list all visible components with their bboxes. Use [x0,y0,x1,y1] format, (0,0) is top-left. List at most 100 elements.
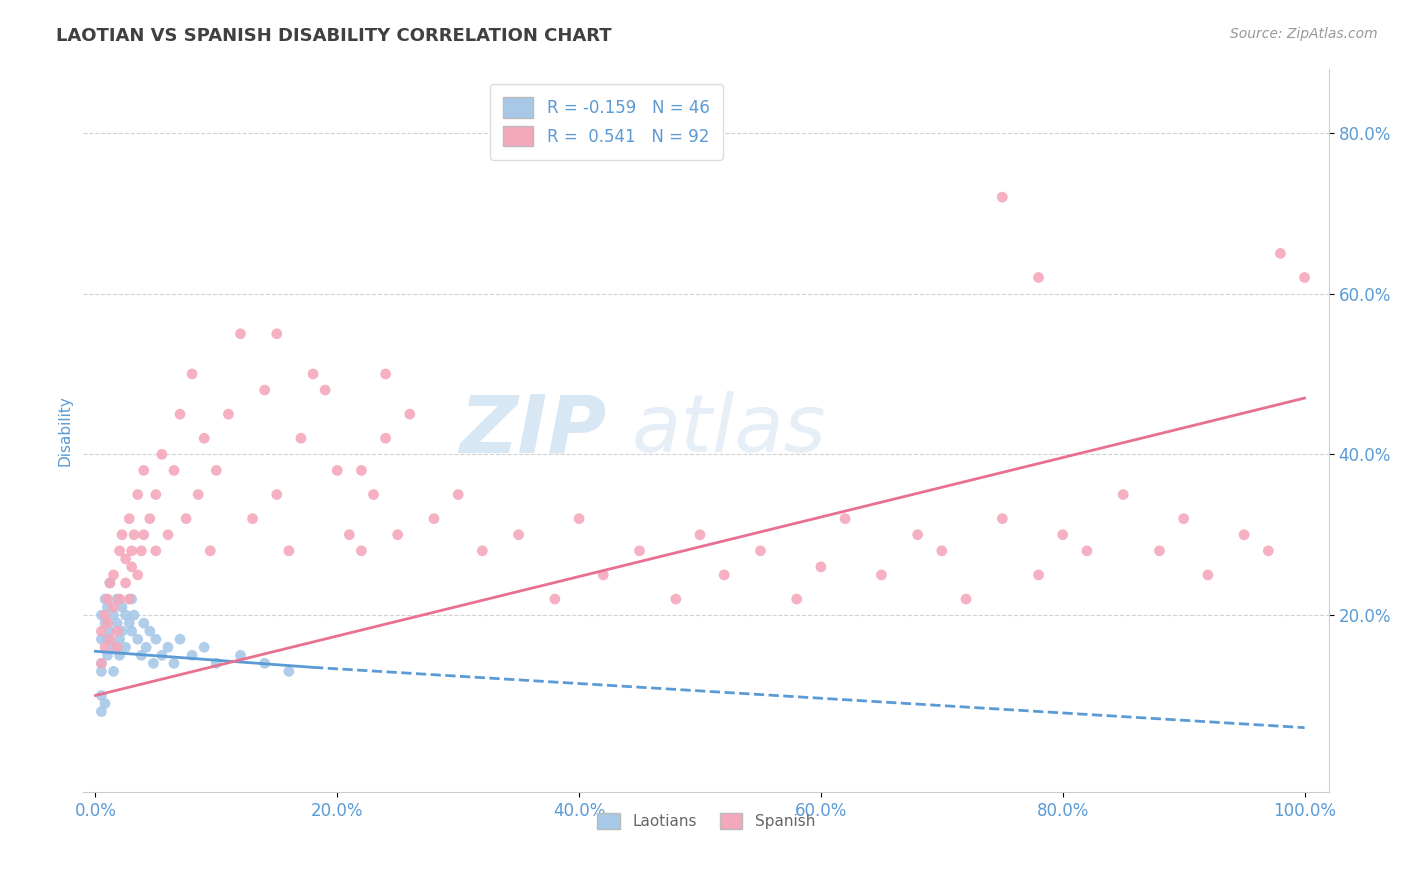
Point [122,527,145,541]
Point [181,367,204,381]
Point [991,190,1014,204]
Point [1052,527,1074,541]
Point [156,640,179,655]
Point [108,592,131,607]
Point [118,511,141,525]
Point [139,511,162,525]
Point [217,407,239,421]
Point [374,431,396,445]
Point [229,648,252,663]
Point [94,640,117,655]
Point [127,632,149,647]
Point [350,463,373,477]
Point [103,600,125,615]
Point [121,592,143,607]
Point [834,511,856,525]
Point [90,624,112,639]
Point [111,527,134,541]
Point [96,616,118,631]
Point [94,592,117,607]
Point [121,624,143,639]
Point [90,705,112,719]
Point [156,527,179,541]
Point [90,665,112,679]
Y-axis label: Disability: Disability [58,395,72,466]
Point [277,544,299,558]
Point [1028,270,1050,285]
Point [94,608,117,623]
Point [108,632,131,647]
Point [94,697,117,711]
Point [907,527,929,541]
Point [169,407,191,421]
Point [810,560,832,574]
Point [205,463,228,477]
Point [253,383,276,397]
Point [145,487,167,501]
Point [142,657,165,671]
Point [253,657,276,671]
Point [90,657,112,671]
Point [94,616,117,631]
Point [103,640,125,655]
Point [1149,544,1171,558]
Point [1173,511,1195,525]
Point [90,608,112,623]
Point [103,608,125,623]
Point [118,616,141,631]
Point [302,367,325,381]
Point [689,527,711,541]
Point [713,568,735,582]
Point [290,431,312,445]
Point [90,657,112,671]
Point [98,632,121,647]
Point [242,511,264,525]
Point [1076,544,1098,558]
Point [174,511,197,525]
Text: atlas: atlas [631,392,827,469]
Point [229,326,252,341]
Point [132,463,155,477]
Point [193,640,215,655]
Point [665,592,688,607]
Point [135,640,157,655]
Text: LAOTIAN VS SPANISH DISABILITY CORRELATION CHART: LAOTIAN VS SPANISH DISABILITY CORRELATIO… [56,27,612,45]
Point [127,568,149,582]
Point [423,511,446,525]
Point [114,640,136,655]
Point [121,560,143,574]
Point [103,665,125,679]
Point [145,544,167,558]
Point [628,544,651,558]
Point [96,648,118,663]
Point [200,544,222,558]
Point [991,511,1014,525]
Point [98,624,121,639]
Point [131,544,153,558]
Point [187,487,209,501]
Point [592,568,614,582]
Point [326,463,349,477]
Point [111,624,134,639]
Point [1270,246,1292,260]
Point [387,527,409,541]
Point [314,383,336,397]
Point [150,648,173,663]
Point [98,576,121,591]
Point [96,632,118,647]
Point [363,487,385,501]
Point [163,463,186,477]
Point [374,367,396,381]
Point [132,527,155,541]
Point [1028,568,1050,582]
Point [1197,568,1219,582]
Point [870,568,893,582]
Point [132,616,155,631]
Point [114,552,136,566]
Point [931,544,953,558]
Point [508,527,530,541]
Point [105,592,128,607]
Point [111,600,134,615]
Point [163,657,186,671]
Text: Source: ZipAtlas.com: Source: ZipAtlas.com [1230,27,1378,41]
